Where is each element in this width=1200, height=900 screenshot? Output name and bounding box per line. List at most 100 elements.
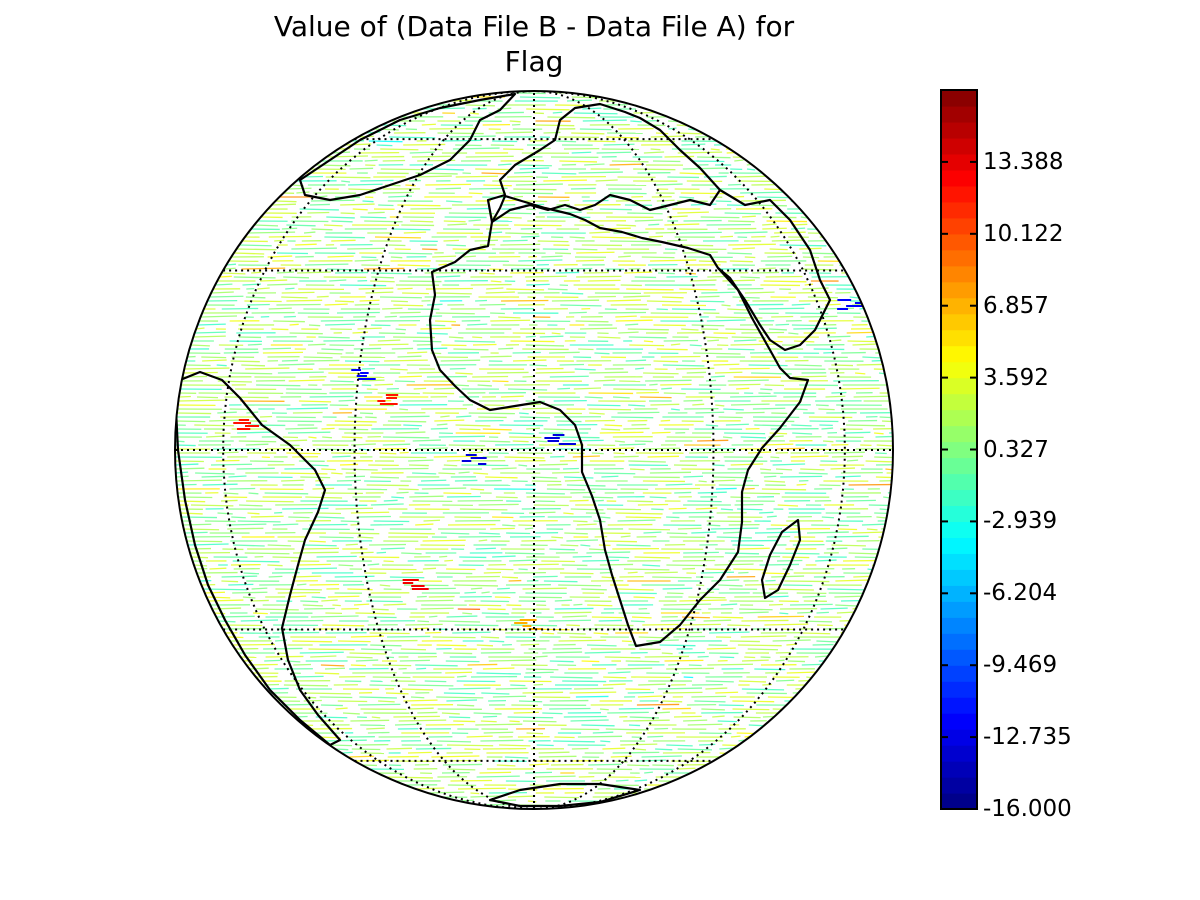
data-streak (250, 515, 284, 518)
data-streak (335, 707, 348, 710)
data-streak (802, 256, 820, 259)
data-streak (407, 351, 428, 354)
data-streak (263, 647, 303, 650)
data-streak (289, 323, 299, 326)
data-streak (534, 775, 576, 778)
data-streak (335, 748, 349, 751)
data-streak (730, 343, 777, 346)
colorbar-tick-label: 0.327 (983, 436, 1049, 463)
data-streak (662, 707, 691, 710)
data-streak (677, 211, 709, 214)
data-streak (651, 431, 671, 434)
data-streak (446, 200, 463, 203)
data-streak (327, 255, 354, 258)
data-streak (573, 387, 602, 390)
data-streak (405, 623, 443, 626)
data-streak (446, 495, 481, 498)
data-streak (697, 491, 727, 494)
data-streak (519, 412, 529, 415)
data-streak (610, 755, 632, 758)
data-streak (701, 708, 725, 711)
data-streak (560, 544, 579, 547)
data-streak (206, 435, 225, 438)
data-streak (612, 396, 630, 399)
data-streak (866, 335, 875, 338)
data-streak (846, 459, 859, 462)
data-streak (733, 339, 757, 342)
colorbar-band (941, 745, 977, 762)
data-streak (303, 544, 337, 547)
data-streak (705, 424, 719, 427)
data-streak (744, 656, 756, 659)
data-streak (373, 520, 410, 523)
data-streak (736, 732, 755, 735)
data-streak (273, 320, 305, 323)
data-streak (238, 440, 277, 443)
data-streak (874, 452, 887, 455)
data-streak (662, 700, 683, 703)
data-streak (851, 303, 862, 306)
middle-east-coastline (717, 189, 832, 352)
data-streak (331, 239, 356, 242)
data-streak (323, 339, 365, 342)
data-streak (309, 395, 354, 398)
colorbar-band (941, 777, 977, 794)
data-streak (579, 128, 612, 131)
data-streak (765, 579, 776, 582)
data-streak (495, 131, 533, 134)
data-streak (744, 256, 756, 259)
data-streak (737, 644, 782, 647)
data-streak (347, 488, 388, 491)
data-streak (518, 700, 543, 703)
data-streak (642, 564, 661, 567)
data-streak (741, 688, 785, 691)
data-streak (568, 311, 587, 314)
data-streak (791, 324, 819, 327)
data-streak (421, 107, 465, 110)
data-streak (382, 443, 411, 446)
data-streak (542, 712, 563, 715)
data-streak (249, 667, 269, 670)
data-streak (722, 436, 733, 439)
data-streak (498, 163, 512, 166)
data-streak (479, 303, 506, 306)
data-streak (303, 692, 351, 695)
data-streak (300, 476, 331, 479)
data-streak (573, 248, 598, 251)
data-streak (518, 464, 528, 467)
data-streak (554, 611, 592, 614)
colorbar-tick-label: -12.735 (983, 724, 1072, 751)
colorbar-tick-label: 13.388 (983, 148, 1064, 175)
data-streak (510, 340, 555, 343)
data-streak (629, 468, 645, 471)
data-streak (417, 711, 438, 714)
data-streak (559, 160, 598, 163)
data-streak (823, 451, 865, 454)
data-streak (616, 667, 653, 670)
data-streak (403, 699, 438, 702)
data-streak (309, 203, 330, 206)
data-streak (794, 364, 822, 367)
data-streak (252, 612, 268, 615)
globe-map (174, 90, 894, 810)
data-streak (219, 275, 232, 278)
data-streak (256, 384, 301, 387)
data-streak (721, 304, 731, 307)
data-streak (316, 555, 357, 558)
data-streak (474, 239, 499, 242)
data-streak (412, 472, 437, 475)
data-streak (594, 352, 610, 355)
data-streak (456, 415, 472, 418)
data-streak (581, 660, 600, 663)
data-streak (195, 472, 235, 475)
data-streak (556, 420, 582, 423)
data-streak (718, 704, 744, 707)
data-streak (535, 440, 547, 443)
data-streak (816, 611, 829, 614)
data-streak (618, 331, 639, 334)
colorbar-band (941, 601, 977, 618)
data-streak (516, 92, 546, 95)
data-streak (304, 263, 349, 266)
data-streak (331, 472, 343, 475)
data-streak (506, 532, 531, 535)
